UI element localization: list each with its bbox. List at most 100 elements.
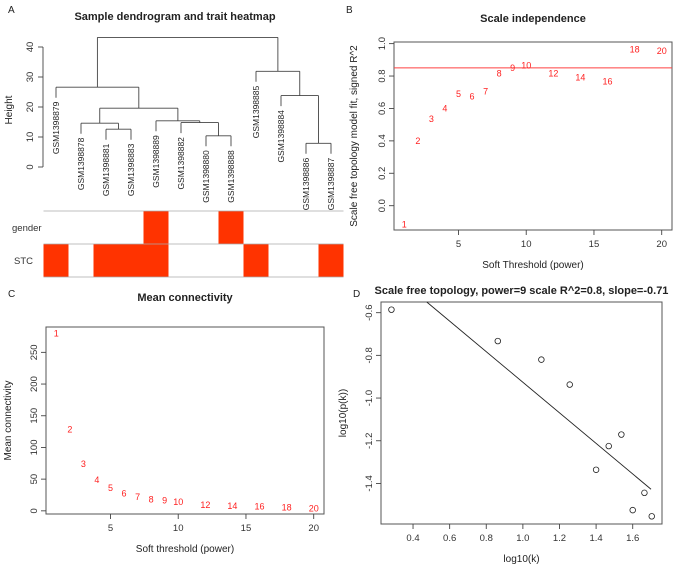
trait-cell-gender <box>318 211 344 244</box>
trait-cell-gender <box>293 211 319 244</box>
y-axis-label: Mean connectivity <box>3 380 14 460</box>
power-point-label: 18 <box>630 44 640 54</box>
trait-cell-gender <box>193 211 219 244</box>
trait-cell-STC <box>143 244 169 277</box>
x-tick-label: 10 <box>173 523 184 534</box>
y-tick-label: 250 <box>29 344 40 360</box>
data-point <box>566 381 573 388</box>
data-point <box>641 489 648 497</box>
power-point-label: 1 <box>54 328 59 338</box>
y-tick-label: 100 <box>29 440 40 456</box>
plot-box <box>380 301 663 525</box>
y-tick-label: -0.8 <box>364 347 375 363</box>
y-tick-label: 40 <box>25 42 36 53</box>
trait-cell-STC <box>93 244 119 277</box>
panel-label: D <box>353 289 360 300</box>
power-point-label: 5 <box>456 89 461 99</box>
trait-cell-STC <box>168 244 194 277</box>
power-point-label: 12 <box>548 69 558 79</box>
power-point-label: 7 <box>483 86 488 96</box>
sample-label: GSM1398884 <box>276 110 286 163</box>
trait-cell-STC <box>293 244 319 277</box>
power-point-label: 4 <box>442 103 447 113</box>
data-point <box>494 337 501 345</box>
x-tick-label: 10 <box>521 239 532 250</box>
trait-cell-gender <box>268 211 294 244</box>
data-point <box>605 442 612 450</box>
y-tick-label: 200 <box>29 376 40 392</box>
power-point-label: 20 <box>309 503 319 513</box>
power-point-label: 14 <box>575 73 585 83</box>
chart-title: Sample dendrogram and trait heatmap <box>74 11 275 23</box>
sample-label: GSM1398878 <box>76 137 86 190</box>
x-axis-label: Soft threshold (power) <box>136 544 234 555</box>
trait-cell-STC <box>193 244 219 277</box>
x-tick-label: 0.8 <box>480 533 493 544</box>
y-tick-label: 0.8 <box>377 69 388 82</box>
trait-cell-STC <box>43 244 69 277</box>
sample-label: GSM1398887 <box>326 158 336 211</box>
data-point <box>648 513 655 520</box>
y-tick-label: -1.2 <box>364 433 375 449</box>
y-tick-label: 0.4 <box>377 134 388 147</box>
y-tick-label: -1.4 <box>364 475 375 491</box>
data-point <box>592 466 600 473</box>
power-point-label: 10 <box>173 497 183 507</box>
y-tick-label: 0 <box>25 164 36 169</box>
trait-cell-STC <box>68 244 94 277</box>
data-point <box>388 306 395 313</box>
y-axis-label: log10(p(k)) <box>338 389 349 437</box>
trait-cell-gender <box>43 211 69 244</box>
power-point-label: 5 <box>108 483 113 493</box>
sample-label: GSM1398888 <box>226 150 236 203</box>
y-tick-label: 0.0 <box>377 199 388 212</box>
y-tick-label: 0.2 <box>377 167 388 180</box>
power-point-label: 8 <box>497 69 502 79</box>
power-point-label: 16 <box>255 502 265 512</box>
y-axis-label: Height <box>4 95 15 124</box>
x-tick-label: 15 <box>241 523 252 534</box>
power-point-label: 1 <box>402 219 407 229</box>
trait-cell-STC <box>318 244 344 277</box>
trait-cell-gender <box>143 211 169 244</box>
x-tick-label: 0.6 <box>443 533 456 544</box>
x-tick-label: 0.4 <box>406 533 419 544</box>
sample-label: GSM1398882 <box>176 137 186 190</box>
plot-box <box>393 41 673 231</box>
sample-label: GSM1398881 <box>101 143 111 196</box>
power-point-label: 14 <box>227 501 237 511</box>
trait-cell-STC <box>243 244 269 277</box>
power-point-label: 18 <box>282 503 292 513</box>
power-point-label: 6 <box>122 489 127 499</box>
panel-label: B <box>346 5 353 16</box>
panel-label: C <box>8 289 15 300</box>
y-tick-label: 10 <box>25 132 36 143</box>
y-tick-label: 20 <box>25 102 36 113</box>
power-point-label: 10 <box>521 61 531 71</box>
x-tick-label: 5 <box>456 239 461 250</box>
data-point <box>538 356 545 363</box>
power-point-label: 16 <box>603 77 613 87</box>
trait-cell-gender <box>68 211 94 244</box>
x-tick-label: 20 <box>308 523 319 534</box>
trait-cell-gender <box>218 211 244 244</box>
x-tick-label: 15 <box>589 239 600 250</box>
y-tick-label: -0.6 <box>364 304 375 320</box>
y-tick-label: 150 <box>29 408 40 424</box>
x-tick-label: 1.2 <box>553 533 566 544</box>
y-tick-label: 0.6 <box>377 102 388 115</box>
x-axis-label: log10(k) <box>503 554 539 565</box>
power-point-label: 4 <box>94 475 99 485</box>
panel-label: A <box>8 5 15 16</box>
sample-label: GSM1398880 <box>201 150 211 203</box>
y-axis-label: Scale free topology model fit, signed R^… <box>349 45 360 227</box>
sample-label: GSM1398879 <box>51 101 61 154</box>
x-tick-label: 1.6 <box>626 533 639 544</box>
power-point-label: 3 <box>429 114 434 124</box>
x-axis-label: Soft Threshold (power) <box>482 260 584 271</box>
trait-label: gender <box>12 223 42 234</box>
data-point <box>629 506 636 514</box>
sample-label: GSM1398885 <box>251 86 261 139</box>
power-point-label: 6 <box>470 91 475 101</box>
